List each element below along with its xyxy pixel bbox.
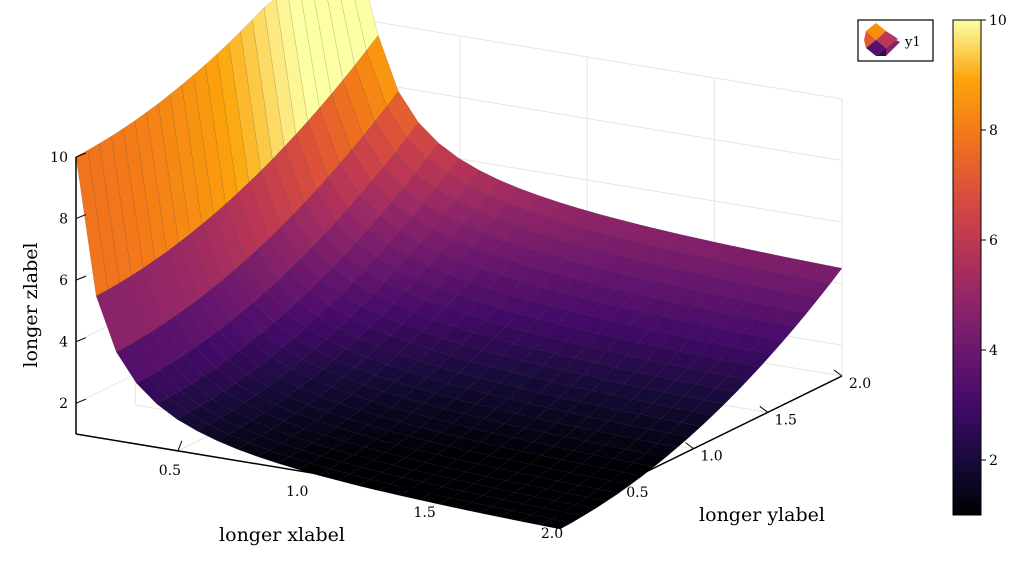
surface-patch [431, 214, 465, 240]
surface-patch [425, 454, 458, 468]
grid-line-z [357, 80, 843, 162]
axes [75, 157, 843, 515]
surface-patch [413, 299, 446, 320]
surface-patch [389, 323, 423, 344]
z-axis-label: longer zlabel [20, 242, 42, 367]
z-tick-mark [75, 398, 87, 404]
x-tick-mark [304, 461, 310, 473]
x-axis-line [75, 433, 561, 515]
surface-mesh [75, 0, 843, 530]
colorbar-ticks: 2 4 6 8 10 [981, 13, 1007, 469]
x-tick-mark [559, 503, 565, 515]
surface-patch [352, 269, 386, 295]
surface-patch [433, 307, 467, 327]
surface-patch [314, 0, 344, 95]
surface-patch [158, 94, 191, 244]
surface-patch [319, 386, 352, 404]
legend: y1 [857, 19, 934, 62]
x-tick-mark [432, 482, 438, 494]
surface-patch [418, 349, 451, 368]
y-tick-mark [759, 405, 769, 413]
surface-patch [236, 181, 270, 250]
surface-patch [488, 274, 522, 295]
surface-patch [295, 404, 329, 421]
surface-patch [87, 143, 120, 290]
y-tick-mark [685, 442, 694, 450]
x-axis-label: longer xlabel [219, 524, 345, 546]
surface-patch [478, 506, 512, 518]
surface-patch [99, 135, 132, 284]
z-tick-label: 10 [50, 150, 68, 166]
surface-patch [277, 269, 310, 302]
surface-patch [292, 428, 326, 444]
x-tick-label: 2.0 [541, 526, 563, 542]
legend-surface-icon [864, 23, 900, 56]
z-tick-label: 2 [59, 396, 68, 412]
surface-patch [156, 397, 189, 420]
surface-patch [451, 224, 485, 248]
surface-patch [256, 449, 290, 464]
colorbar-tick-label: 2 [989, 453, 998, 469]
surface-patch [260, 158, 293, 228]
surface-patch [492, 240, 525, 262]
z-tick-label: 8 [59, 212, 68, 228]
tick-marks: 0.5 1.0 1.5 2.0 0.5 1.0 1.5 2.0 2 4 6 8 10 [50, 150, 871, 542]
y-tick-label: 1.5 [775, 412, 797, 428]
surface-patch [401, 469, 435, 483]
y-tick-label: 1.0 [700, 449, 722, 465]
z-tick-mark [75, 152, 87, 158]
surface-patch [498, 510, 532, 522]
colorbar-tick-label: 8 [989, 123, 998, 139]
surface-patch [366, 346, 399, 365]
x-tick-label: 0.5 [159, 463, 181, 479]
z-tick-mark [75, 275, 87, 281]
y-tick-mark [611, 478, 620, 486]
z-tick-mark [75, 214, 87, 220]
surface-patch [213, 203, 246, 271]
z-tick-label: 6 [59, 273, 68, 289]
legend-entry-y1: y1 [904, 35, 921, 50]
surface-patch [329, 293, 362, 318]
z-tick-mark [75, 337, 87, 343]
surface-patch [75, 149, 109, 297]
surface-patch [466, 377, 500, 394]
grid-line-z [357, 18, 843, 100]
surface-patch [166, 242, 199, 308]
y-tick-label: 0.5 [626, 485, 648, 501]
y-tick-mark [833, 369, 843, 377]
z-tick-label: 4 [59, 335, 68, 351]
colorbar [952, 19, 982, 516]
surface-patch [218, 320, 252, 352]
colorbar-tick-label: 6 [989, 233, 998, 249]
colorbar-tick-label: 10 [989, 13, 1007, 29]
surface-patch [252, 7, 285, 160]
surface-patch [438, 497, 472, 509]
x-tick-mark [177, 440, 183, 452]
x-tick-label: 1.0 [286, 484, 308, 500]
y-axis-line [559, 375, 843, 515]
surface-patch [205, 53, 238, 205]
surface-patch [436, 274, 470, 296]
y-axis-label: longer ylabel [699, 504, 825, 526]
colorbar-tick-label: 4 [989, 343, 998, 359]
surface-patch [189, 223, 223, 291]
surface-patch [240, 19, 273, 172]
surface-patch [111, 128, 144, 276]
surface-patch [460, 428, 494, 443]
y-tick-label: 2.0 [849, 376, 871, 392]
surface-patch [305, 316, 339, 340]
x-tick-label: 1.5 [413, 505, 435, 521]
surface-patch [507, 188, 540, 212]
surface-patch [268, 443, 302, 458]
